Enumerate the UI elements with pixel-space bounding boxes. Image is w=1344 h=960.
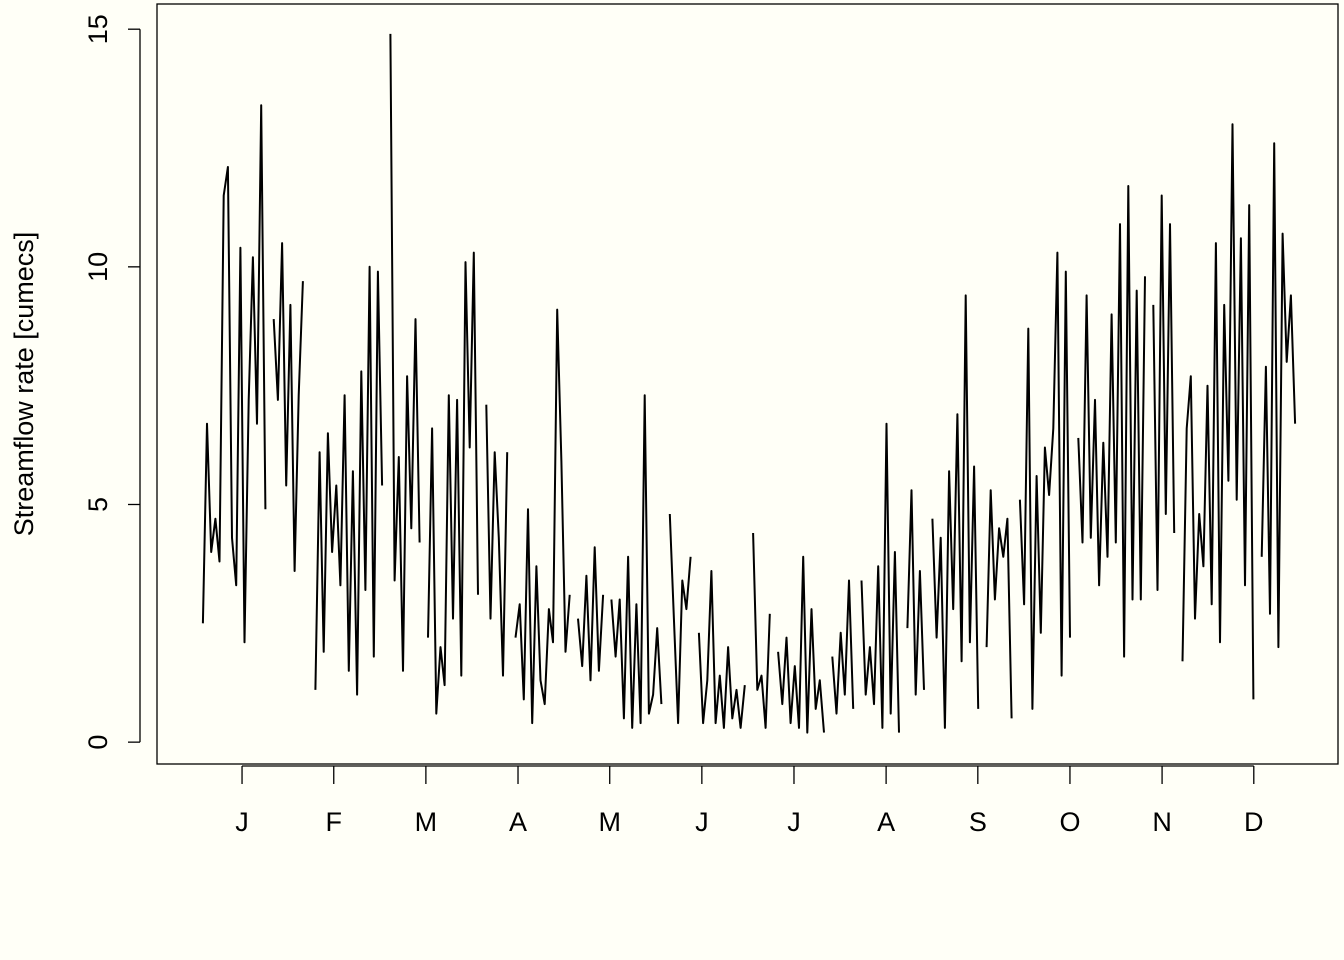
- y-tick-label: 5: [83, 497, 113, 512]
- y-tick-label: 0: [83, 735, 113, 750]
- x-tick-label: J: [235, 807, 249, 837]
- x-tick-label: A: [877, 807, 895, 837]
- x-tick-label: N: [1152, 807, 1172, 837]
- y-tick-label: 10: [83, 252, 113, 282]
- x-tick-label: J: [695, 807, 709, 837]
- x-tick-label: S: [969, 807, 987, 837]
- x-tick-label: M: [415, 807, 438, 837]
- x-tick-label: A: [509, 807, 527, 837]
- y-axis-label: Streamflow rate [cumecs]: [9, 232, 39, 537]
- y-tick-label: 15: [83, 14, 113, 44]
- plot-box: [156, 3, 1339, 765]
- streamflow-line: [201, 33, 1297, 734]
- x-tick-label: D: [1244, 807, 1264, 837]
- x-tick-label: M: [598, 807, 621, 837]
- x-tick-label: J: [787, 807, 801, 837]
- x-tick-label: F: [326, 807, 343, 837]
- x-tick-label: O: [1059, 807, 1080, 837]
